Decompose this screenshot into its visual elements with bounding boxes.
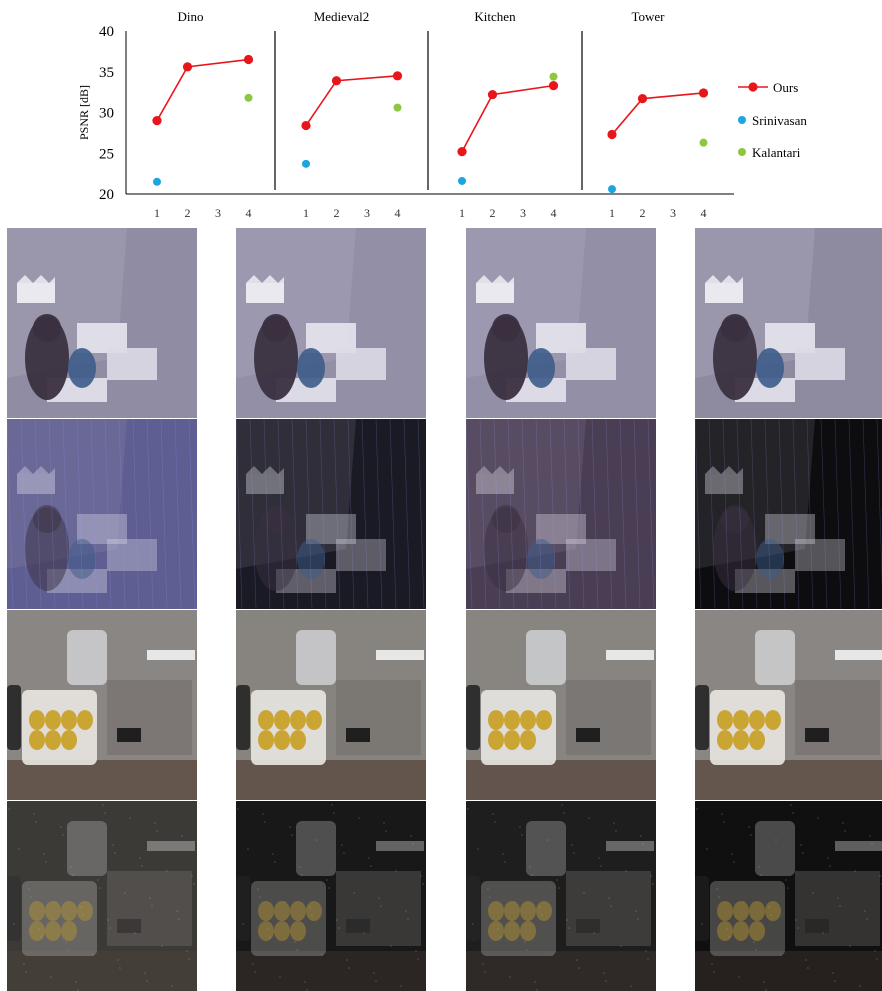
y-tick-label: 25: [99, 146, 114, 162]
data-point-ours: [607, 129, 617, 140]
x-tick-label: 4: [701, 206, 707, 220]
x-tick-label: 1: [609, 206, 615, 220]
panel-title: Kitchen: [474, 9, 516, 24]
panel-title: Medieval2: [314, 9, 370, 24]
kitchen-error-image: [236, 801, 426, 991]
data-point-kalantari: [244, 93, 253, 102]
panel-title: Dino: [178, 9, 204, 24]
y-axis-label: PSNR [dB]: [77, 85, 91, 140]
data-point-ours: [637, 94, 648, 104]
data-point-srinivasan: [302, 159, 310, 168]
data-point-srinivasan: [153, 177, 161, 186]
toys-render-image: [7, 228, 197, 418]
x-tick-label: 3: [364, 206, 370, 220]
y-tick-label: 30: [99, 106, 114, 122]
data-point-srinivasan: [458, 176, 466, 185]
x-tick-label: 2: [490, 206, 496, 220]
data-point-ours: [243, 54, 254, 65]
panel-title: Tower: [631, 9, 665, 24]
legend-label-ours: Ours: [773, 80, 798, 95]
psnr-chart: 20 25 30 35 40 PSNR [dB] Dino 1 2 3 4 Medieval2 1 2 3 4…: [77, 9, 807, 220]
data-point-kalantari: [549, 72, 558, 81]
y-tick-label: 20: [99, 187, 114, 203]
kitchen-error-image: [466, 801, 656, 991]
legend-marker-srinivasan: [738, 116, 746, 124]
y-tick-label: 40: [99, 24, 114, 40]
kitchen-render-image: [695, 610, 882, 800]
legend-marker-ours: [748, 82, 758, 92]
toys-render-image: [695, 228, 882, 418]
x-tick-label: 3: [670, 206, 676, 220]
data-point-kalantari: [699, 138, 708, 147]
data-point-ours: [487, 89, 498, 100]
data-point-ours: [698, 88, 709, 98]
toys-error-image: [466, 419, 656, 609]
x-tick-label: 3: [520, 206, 526, 220]
legend-label-srinivasan: Srinivasan: [752, 113, 807, 128]
legend-label-kalantari: Kalantari: [752, 145, 801, 160]
x-tick-label: 1: [154, 206, 160, 220]
data-point-kalantari: [393, 103, 402, 112]
legend-marker-kalantari: [738, 148, 746, 156]
data-point-ours: [548, 81, 559, 91]
x-tick-label: 4: [551, 206, 557, 220]
x-tick-label: 2: [334, 206, 340, 220]
x-tick-label: 4: [395, 206, 401, 220]
toys-error-image: [695, 419, 882, 609]
series-line-ours: [611, 92, 704, 136]
kitchen-render-image: [7, 610, 197, 800]
data-point-ours: [392, 71, 403, 81]
data-point-ours: [457, 147, 467, 157]
x-tick-label: 2: [640, 206, 646, 220]
y-tick-label: 35: [99, 65, 114, 81]
kitchen-error-image: [695, 801, 882, 991]
kitchen-render-image: [466, 610, 656, 800]
x-tick-label: 4: [246, 206, 252, 220]
x-tick-label: 1: [303, 206, 309, 220]
toys-error-image: [236, 419, 426, 609]
toys-error-image: [7, 419, 197, 609]
x-tick-label: 2: [185, 206, 191, 220]
data-point-ours: [152, 116, 162, 126]
data-point-ours: [331, 76, 342, 86]
x-tick-label: 1: [459, 206, 465, 220]
kitchen-render-image: [236, 610, 426, 800]
data-point-ours: [182, 62, 193, 72]
series-line-ours: [461, 84, 554, 152]
toys-render-image: [466, 228, 656, 418]
toys-render-image: [236, 228, 426, 418]
data-point-srinivasan: [608, 185, 616, 194]
series-line-ours: [305, 75, 398, 126]
x-tick-label: 3: [215, 206, 221, 220]
data-point-ours: [301, 120, 311, 131]
series-line-ours: [156, 58, 249, 122]
kitchen-error-image: [7, 801, 197, 991]
